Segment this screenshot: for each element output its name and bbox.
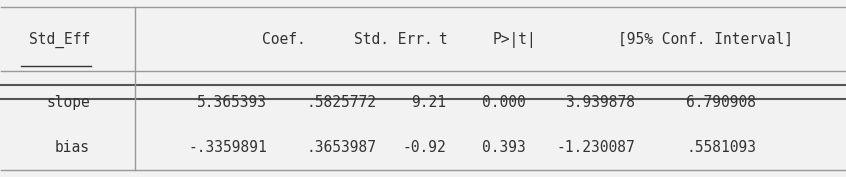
Text: .3653987: .3653987 <box>306 140 376 155</box>
Text: [95% Conf. Interval]: [95% Conf. Interval] <box>618 32 793 47</box>
Text: -.3359891: -.3359891 <box>189 140 267 155</box>
Text: t: t <box>438 32 447 47</box>
Text: 0.393: 0.393 <box>482 140 526 155</box>
Text: -0.92: -0.92 <box>403 140 447 155</box>
Text: Std. Err.: Std. Err. <box>354 32 433 47</box>
Text: 6.790908: 6.790908 <box>686 95 756 110</box>
Text: .5581093: .5581093 <box>686 140 756 155</box>
Text: Std_Eff: Std_Eff <box>29 32 90 48</box>
Text: -1.230087: -1.230087 <box>557 140 635 155</box>
Text: 5.365393: 5.365393 <box>197 95 267 110</box>
Text: bias: bias <box>55 140 90 155</box>
Text: .5825772: .5825772 <box>306 95 376 110</box>
Text: Coef.: Coef. <box>262 32 305 47</box>
Text: 0.000: 0.000 <box>482 95 526 110</box>
Text: 3.939878: 3.939878 <box>565 95 635 110</box>
Text: slope: slope <box>47 95 90 110</box>
Text: 9.21: 9.21 <box>412 95 447 110</box>
Text: P>|t|: P>|t| <box>492 32 536 48</box>
